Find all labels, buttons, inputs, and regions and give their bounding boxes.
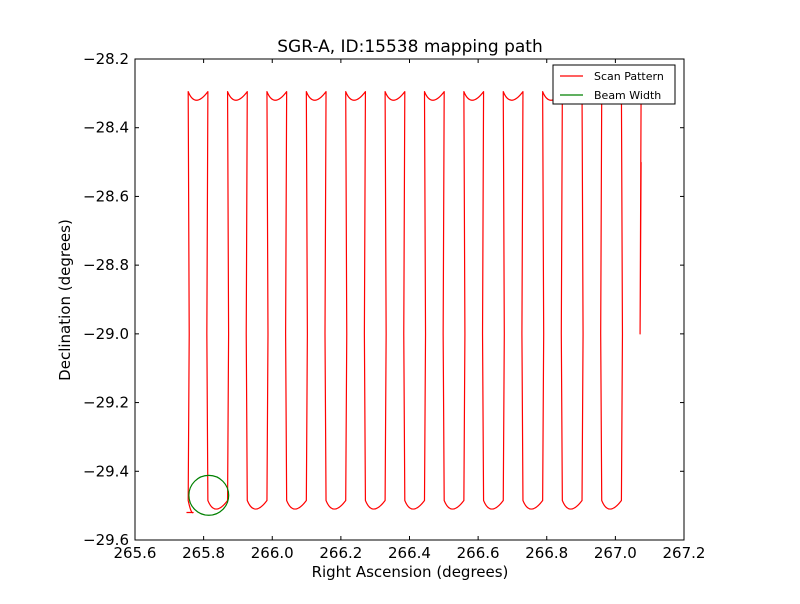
y-axis-label: Declination (degrees) — [56, 219, 74, 381]
y-tick-label: −29.6 — [83, 531, 129, 549]
x-tick-label: 267.2 — [663, 544, 706, 562]
x-tick-label: 265.8 — [182, 544, 225, 562]
chart-title: SGR-A, ID:15538 mapping path — [277, 37, 543, 57]
x-tick-label: 266.2 — [319, 544, 362, 562]
y-tick-label: −29.2 — [83, 394, 129, 412]
x-tick-label: 267.0 — [594, 544, 637, 562]
y-tick-label: −29.4 — [83, 462, 129, 480]
x-axis-ticks: 265.6 265.8 266.0 266.2 266.4 266.6 266.8 267.0… — [114, 59, 706, 562]
plot-data-layer — [186, 91, 642, 516]
y-axis-ticks: −28.2 −28.4 −28.6 −28.8 −29.0 −29.2 −29.4 −29.6 — [83, 50, 684, 549]
x-tick-label: 266.6 — [457, 544, 500, 562]
x-tick-label: 265.6 — [114, 544, 157, 562]
x-tick-label: 266.0 — [251, 544, 294, 562]
y-tick-label: −28.2 — [83, 50, 129, 68]
y-tick-label: −28.6 — [83, 187, 129, 205]
legend: Scan Pattern Beam Width — [552, 64, 676, 105]
beam-width-circle — [188, 474, 230, 516]
y-tick-label: −28.4 — [83, 119, 129, 137]
x-tick-label: 266.8 — [525, 544, 568, 562]
scan-pattern-line — [186, 91, 642, 514]
legend-beam-width-label: Beam Width — [594, 89, 661, 102]
y-tick-label: −29.0 — [83, 325, 129, 343]
x-tick-label: 266.4 — [388, 544, 431, 562]
y-tick-label: −28.8 — [83, 256, 129, 274]
legend-scan-pattern-label: Scan Pattern — [594, 70, 664, 83]
legend-box — [552, 64, 676, 105]
x-axis-label: Right Ascension (degrees) — [312, 563, 509, 581]
